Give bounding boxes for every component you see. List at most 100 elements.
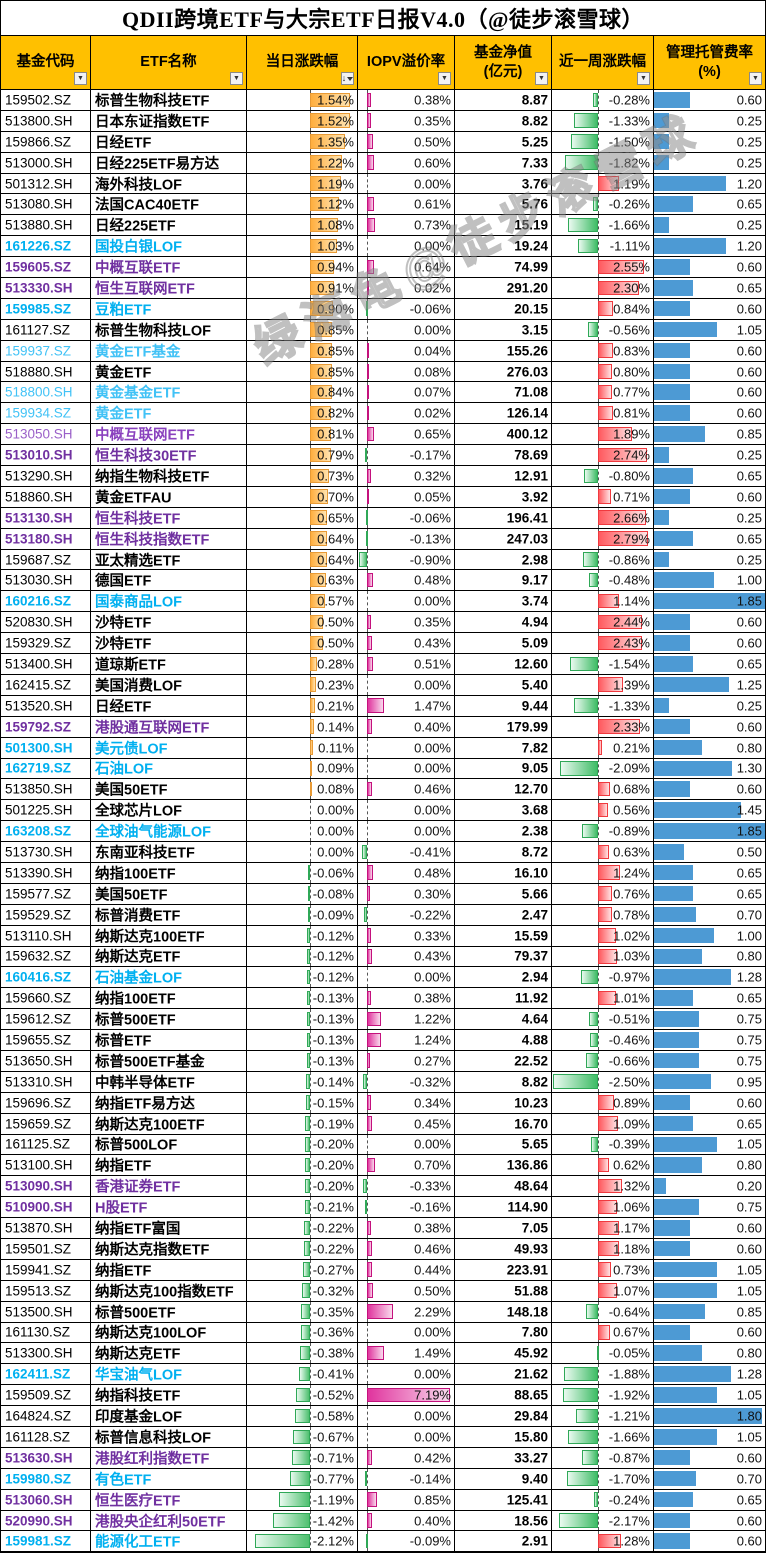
iopv-premium-value: 0.00% xyxy=(414,740,451,756)
iopv-premium-value: 0.38% xyxy=(414,92,451,108)
filter-dropdown-icon[interactable]: ▼ xyxy=(230,72,243,85)
etf-name: 纳指100ETF xyxy=(95,866,176,883)
weekly-change-cell: 0.77% xyxy=(552,382,654,404)
iopv-premium-cell: 0.34% xyxy=(358,1092,455,1114)
etf-name: 法国CAC40ETF xyxy=(95,197,199,214)
weekly-change-bar xyxy=(598,1116,618,1131)
iopv-premium-bar xyxy=(367,280,369,296)
fee-cell: 0.60 xyxy=(654,361,765,383)
iopv-premium-cell: 0.44% xyxy=(358,1259,455,1281)
filter-dropdown-icon[interactable]: ▼ xyxy=(74,72,87,85)
fee-cell: 0.85 xyxy=(654,424,765,446)
weekly-change-bar xyxy=(568,217,598,233)
fee-bar xyxy=(654,802,741,818)
filter-dropdown-icon[interactable]: ▼ xyxy=(637,72,650,85)
fee-value: 0.70 xyxy=(736,1471,762,1487)
weekly-change-bar xyxy=(596,1345,599,1361)
fee-value: 0.25 xyxy=(736,552,762,568)
filter-dropdown-icon[interactable]: ▼ xyxy=(749,72,762,85)
nav-value: 2.38 xyxy=(521,823,548,839)
daily-change-cell: 0.73% xyxy=(247,466,358,487)
table-row: 159934.SZ 黄金ETF 0.82% 0.02% 126.14 0.81% 0.60 xyxy=(1,403,765,425)
table-row: 159655.SZ 标普ETF -0.13% 1.24% 4.88 -0.46% 0.75 xyxy=(1,1030,765,1051)
weekly-change-cell: 1.09% xyxy=(552,1113,654,1135)
fee-value: 0.95 xyxy=(736,1074,762,1090)
header-row: 基金代码 ▼ ETF名称 ▼ 当日涨跌幅 ↓ IOPV溢价率 ▼ 基金净值 (亿元) ▼ 近一周涨跌幅… xyxy=(1,36,765,90)
daily-change-bar xyxy=(294,1408,310,1424)
fund-code: 164824.SZ xyxy=(5,1408,72,1424)
iopv-premium-cell: -0.09% xyxy=(358,1531,455,1553)
nav-cell: 10.23 xyxy=(455,1092,552,1114)
nav-cell: 126.14 xyxy=(455,403,552,425)
weekly-change-bar xyxy=(588,1011,598,1027)
bar-axis-line xyxy=(310,967,311,988)
fund-code-cell: 513730.SH xyxy=(1,842,91,863)
table-row: 513880.SH 日经225ETF 1.08% 0.73% 15.19 -1.66% 0.… xyxy=(1,215,765,237)
daily-change-cell: 0.14% xyxy=(247,716,358,738)
fee-bar xyxy=(654,321,717,338)
daily-change-cell: 1.52% xyxy=(247,110,358,132)
fee-value: 1.28 xyxy=(736,969,762,985)
nav-cell: 125.41 xyxy=(455,1489,552,1511)
fee-cell: 0.20 xyxy=(654,1176,765,1198)
iopv-premium-value: 7.19% xyxy=(414,1387,451,1403)
nav-value: 9.05 xyxy=(521,760,548,776)
etf-name: 沙特ETF xyxy=(95,636,152,653)
etf-name: 日经ETF xyxy=(95,699,152,716)
weekly-change-value: 1.19% xyxy=(613,176,650,191)
sort-filter-icon[interactable]: ↓ xyxy=(341,72,354,85)
weekly-change-value: -2.09% xyxy=(608,760,650,776)
daily-change-bar xyxy=(310,196,340,212)
etf-name-cell: 纳指100ETF xyxy=(91,862,247,884)
iopv-premium-bar xyxy=(367,1157,376,1173)
bar-axis-line xyxy=(598,1468,599,1489)
table-row: 513870.SH 纳指ETF富国 -0.22% 0.38% 7.05 1.17% 0.60 xyxy=(1,1218,765,1239)
table-row: 159529.SZ 标普消费ETF -0.09% -0.22% 2.47 0.78% 0.7… xyxy=(1,904,765,926)
weekly-change-cell: 1.14% xyxy=(552,591,654,613)
filter-dropdown-icon[interactable]: ▼ xyxy=(535,72,548,85)
nav-value: 2.98 xyxy=(521,552,548,568)
etf-name-cell: 标普生物科技ETF xyxy=(91,90,247,111)
iopv-premium-cell: -0.32% xyxy=(358,1071,455,1093)
bar-axis-line xyxy=(310,1259,311,1280)
iopv-premium-cell: 0.48% xyxy=(358,862,455,884)
iopv-premium-cell: 0.00% xyxy=(358,1134,455,1156)
table-row: 513310.SH 中韩半导体ETF -0.14% -0.32% 8.82 -2.50% 0… xyxy=(1,1071,765,1093)
fund-code: 513110.SH xyxy=(5,928,72,944)
weekly-change-value: 0.63% xyxy=(613,844,650,860)
etf-name: 标普500ETF基金 xyxy=(95,1054,205,1071)
fee-value: 0.65 xyxy=(736,531,762,547)
weekly-change-value: 2.33% xyxy=(613,719,650,735)
fee-bar xyxy=(654,656,693,672)
iopv-premium-bar xyxy=(367,781,373,797)
iopv-premium-value: 0.00% xyxy=(414,823,451,839)
daily-change-cell: 0.21% xyxy=(247,695,358,717)
iopv-premium-value: 0.51% xyxy=(414,656,451,672)
bar-axis-line xyxy=(598,215,599,236)
column-header-label: 管理托管费率 xyxy=(666,44,753,61)
fee-bar xyxy=(654,635,690,651)
nav-cell: 20.15 xyxy=(455,298,552,320)
fee-bar xyxy=(654,133,669,150)
weekly-change-value: -2.50% xyxy=(608,1074,650,1090)
fee-value: 0.65 xyxy=(736,656,762,672)
fee-cell: 0.80 xyxy=(654,1343,765,1365)
iopv-premium-bar xyxy=(367,1283,373,1298)
bar-axis-line xyxy=(310,1301,311,1322)
fee-value: 0.75 xyxy=(736,1032,762,1048)
weekly-change-cell: 0.76% xyxy=(552,883,654,905)
bar-axis-line xyxy=(310,1427,311,1447)
iopv-premium-bar xyxy=(367,1304,394,1319)
daily-change-cell: -1.19% xyxy=(247,1489,358,1511)
nav-value: 148.18 xyxy=(506,1304,548,1320)
iopv-premium-cell: -0.06% xyxy=(358,507,455,529)
iopv-premium-value: 0.00% xyxy=(414,1324,451,1340)
etf-name-cell: 国泰商品LOF xyxy=(91,591,247,613)
fee-cell: 0.65 xyxy=(654,862,765,884)
fee-value: 1.00 xyxy=(736,572,762,588)
filter-dropdown-icon[interactable]: ▼ xyxy=(438,72,451,85)
etf-name: 道琼斯ETF xyxy=(95,657,166,674)
nav-value: 16.70 xyxy=(514,1116,548,1132)
weekly-change-bar xyxy=(598,928,617,943)
fund-code: 518860.SH xyxy=(5,489,73,505)
